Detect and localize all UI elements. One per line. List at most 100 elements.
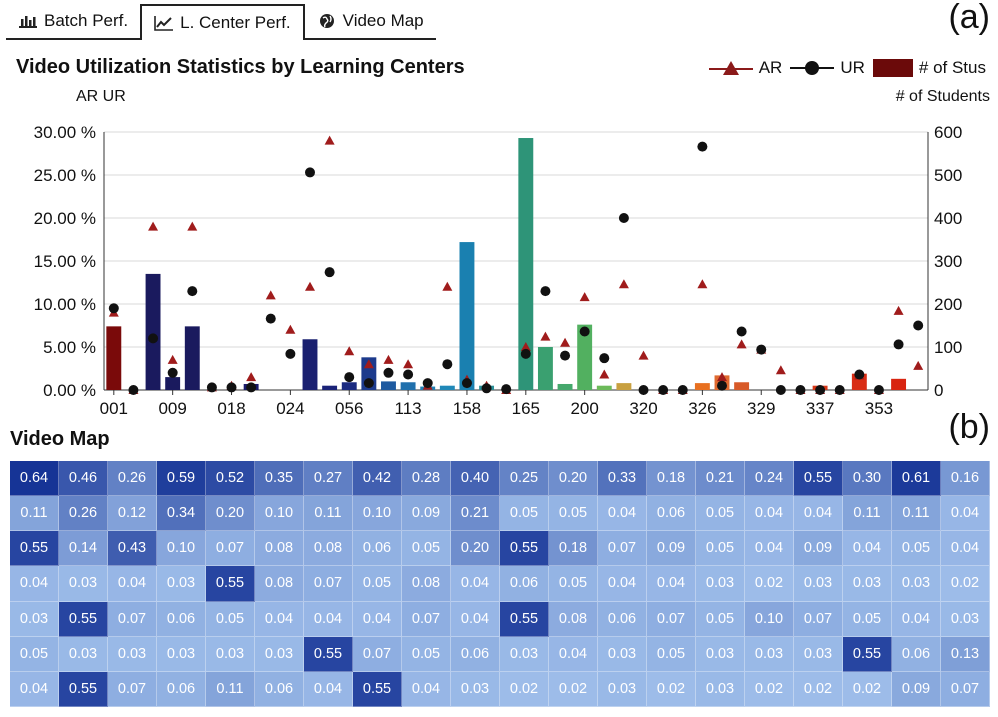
video-map-cell[interactable]: 0.05 [696,496,745,532]
video-map-cell[interactable]: 0.02 [549,671,598,707]
video-map-cell[interactable]: 0.05 [892,531,941,567]
video-map-cell[interactable]: 0.04 [304,601,353,637]
video-map-cell[interactable]: 0.09 [794,531,843,567]
video-map-cell[interactable]: 0.04 [451,566,500,602]
video-map-cell[interactable]: 0.55 [500,601,549,637]
video-map-cell[interactable]: 0.05 [10,636,59,672]
video-map-cell[interactable]: 0.03 [59,636,108,672]
video-map-cell[interactable]: 0.11 [304,496,353,532]
video-map-cell[interactable]: 0.03 [206,636,255,672]
video-map-cell[interactable]: 0.04 [598,566,647,602]
video-map-cell[interactable]: 0.18 [647,461,696,497]
video-map-cell[interactable]: 0.07 [304,566,353,602]
video-map-cell[interactable]: 0.18 [549,531,598,567]
video-map-cell[interactable]: 0.03 [696,671,745,707]
video-map-cell[interactable]: 0.03 [794,636,843,672]
video-map-cell[interactable]: 0.03 [10,601,59,637]
video-map-cell[interactable]: 0.07 [108,601,157,637]
video-map-cell[interactable]: 0.07 [353,636,402,672]
video-map-cell[interactable]: 0.55 [500,531,549,567]
tab-batch-perf[interactable]: Batch Perf. [6,4,141,40]
video-map-cell[interactable]: 0.03 [794,566,843,602]
video-map-cell[interactable]: 0.55 [353,671,402,707]
video-map-cell[interactable]: 0.24 [745,461,794,497]
video-map-cell[interactable]: 0.04 [745,531,794,567]
video-map-cell[interactable]: 0.08 [402,566,451,602]
video-map-cell[interactable]: 0.55 [206,566,255,602]
video-map-cell[interactable]: 0.04 [451,601,500,637]
video-map-cell[interactable]: 0.05 [549,566,598,602]
video-map-cell[interactable]: 0.09 [892,671,941,707]
video-map-cell[interactable]: 0.04 [745,496,794,532]
video-map-cell[interactable]: 0.07 [598,531,647,567]
video-map-cell[interactable]: 0.20 [206,496,255,532]
video-map-cell[interactable]: 0.03 [598,671,647,707]
video-map-cell[interactable]: 0.16 [941,461,990,497]
video-map-cell[interactable]: 0.03 [892,566,941,602]
video-map-cell[interactable]: 0.10 [353,496,402,532]
video-map-cell[interactable]: 0.07 [108,671,157,707]
legend-item-ar[interactable]: AR [708,58,782,78]
video-map-cell[interactable]: 0.55 [59,671,108,707]
video-map-cell[interactable]: 0.33 [598,461,647,497]
tab-l-center-perf[interactable]: L. Center Perf. [140,4,305,40]
video-map-cell[interactable]: 0.02 [843,671,892,707]
video-map-cell[interactable]: 0.04 [794,496,843,532]
video-map-cell[interactable]: 0.09 [402,496,451,532]
video-map-cell[interactable]: 0.04 [941,496,990,532]
video-map-cell[interactable]: 0.04 [10,671,59,707]
video-map-cell[interactable]: 0.04 [843,531,892,567]
video-map-cell[interactable]: 0.05 [500,496,549,532]
video-map-cell[interactable]: 0.42 [353,461,402,497]
video-map-cell[interactable]: 0.02 [941,566,990,602]
video-map-cell[interactable]: 0.03 [500,636,549,672]
video-map-cell[interactable]: 0.04 [353,601,402,637]
video-map-cell[interactable]: 0.04 [598,496,647,532]
video-map-cell[interactable]: 0.13 [941,636,990,672]
video-map-cell[interactable]: 0.20 [451,531,500,567]
video-map-cell[interactable]: 0.35 [255,461,304,497]
video-map-cell[interactable]: 0.55 [304,636,353,672]
video-map-cell[interactable]: 0.08 [255,566,304,602]
video-map-cell[interactable]: 0.10 [745,601,794,637]
video-map-cell[interactable]: 0.03 [255,636,304,672]
video-map-cell[interactable]: 0.06 [647,496,696,532]
video-map-cell[interactable]: 0.07 [941,671,990,707]
video-map-cell[interactable]: 0.04 [892,601,941,637]
video-map-cell[interactable]: 0.03 [157,566,206,602]
video-map-cell[interactable]: 0.06 [500,566,549,602]
video-map-cell[interactable]: 0.21 [696,461,745,497]
video-map-cell[interactable]: 0.25 [500,461,549,497]
legend-item-ur[interactable]: UR [790,58,865,78]
video-map-cell[interactable]: 0.55 [843,636,892,672]
video-map-cell[interactable]: 0.03 [451,671,500,707]
video-map-cell[interactable]: 0.02 [500,671,549,707]
video-map-cell[interactable]: 0.55 [59,601,108,637]
video-map-cell[interactable]: 0.05 [353,566,402,602]
video-map-cell[interactable]: 0.08 [549,601,598,637]
video-map-cell[interactable]: 0.03 [941,601,990,637]
video-map-cell[interactable]: 0.07 [402,601,451,637]
video-map-cell[interactable]: 0.04 [255,601,304,637]
video-map-cell[interactable]: 0.02 [794,671,843,707]
video-map-cell[interactable]: 0.11 [10,496,59,532]
video-map-cell[interactable]: 0.55 [794,461,843,497]
video-map-cell[interactable]: 0.28 [402,461,451,497]
video-map-cell[interactable]: 0.03 [696,566,745,602]
video-map-cell[interactable]: 0.11 [843,496,892,532]
video-map-cell[interactable]: 0.04 [549,636,598,672]
video-map-cell[interactable]: 0.11 [206,671,255,707]
video-map-cell[interactable]: 0.06 [451,636,500,672]
video-map-cell[interactable]: 0.26 [108,461,157,497]
video-map-cell[interactable]: 0.30 [843,461,892,497]
video-map-cell[interactable]: 0.05 [843,601,892,637]
video-map-cell[interactable]: 0.04 [304,671,353,707]
video-map-cell[interactable]: 0.03 [598,636,647,672]
video-map-cell[interactable]: 0.55 [10,531,59,567]
legend-item-stus[interactable]: # of Stus [872,58,986,78]
video-map-cell[interactable]: 0.46 [59,461,108,497]
video-map-cell[interactable]: 0.03 [157,636,206,672]
video-map-cell[interactable]: 0.04 [402,671,451,707]
video-map-cell[interactable]: 0.21 [451,496,500,532]
video-map-cell[interactable]: 0.04 [108,566,157,602]
